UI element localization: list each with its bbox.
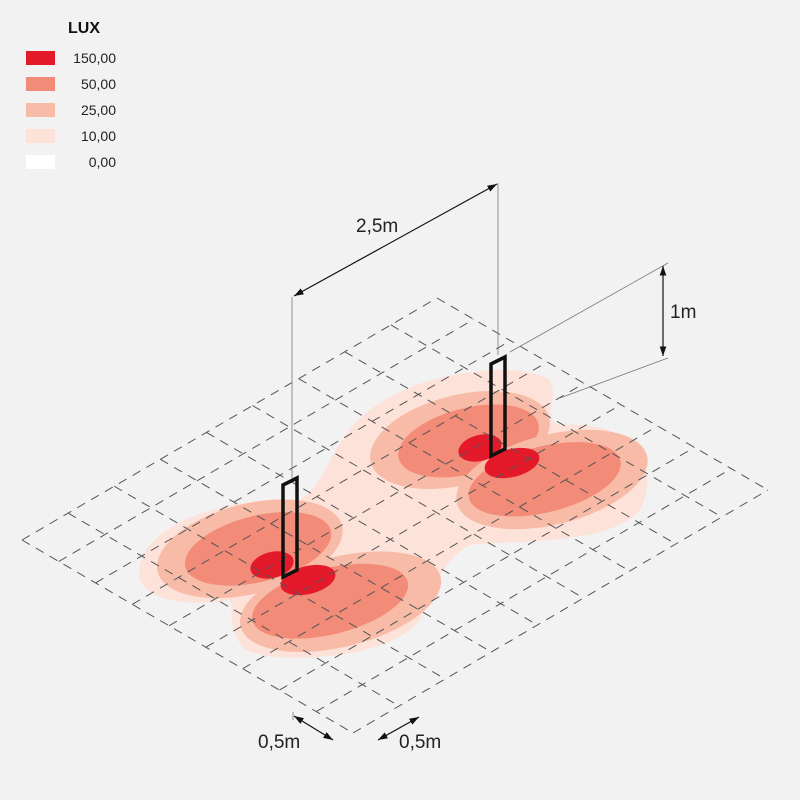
grid-line [58,318,475,562]
grid-dimension-arrow-b [377,716,420,741]
legend-value: 0,00 [88,154,116,170]
spacing-dimension-arrow [293,183,498,297]
legend-swatch [26,103,55,117]
grid-line [279,446,695,691]
spacing-label: 2,5m [356,216,398,237]
grid-a-label: 0,5m [258,732,300,753]
grid-line [315,468,732,712]
floor-grid [21,297,769,734]
legend-value: 50,00 [80,76,116,92]
legend-value: 10,00 [80,128,116,144]
grid-dimension-arrow-a [293,715,334,741]
grid-line [352,489,769,734]
legend-swatch [26,77,55,91]
grid-line [95,340,511,584]
legend-item: 0,00 [26,154,116,170]
height-label: 1m [670,302,696,323]
grid-b-label: 0,5m [399,732,441,753]
legend-swatch [26,129,55,143]
grid-line [132,361,548,605]
illuminance-pools [139,370,648,658]
legend-title: LUX [68,20,100,37]
light-fixture [281,475,299,580]
legend-item: 10,00 [26,128,116,144]
legend-swatch [26,155,55,169]
legend-item: 50,00 [26,76,116,92]
grid-line [242,425,658,670]
legend-value: 150,00 [73,50,116,66]
pool-50-lux [184,511,332,586]
grid-line [168,382,585,627]
legend-swatch [26,51,55,65]
dimension-lines [291,183,669,720]
legend-value: 25,00 [80,102,116,118]
legend-item: 25,00 [26,102,116,118]
pool-150-lux [484,447,540,479]
grid-line [21,297,438,541]
grid-line [205,404,622,648]
legend-item: 150,00 [26,50,116,66]
light-fixture [489,354,507,459]
